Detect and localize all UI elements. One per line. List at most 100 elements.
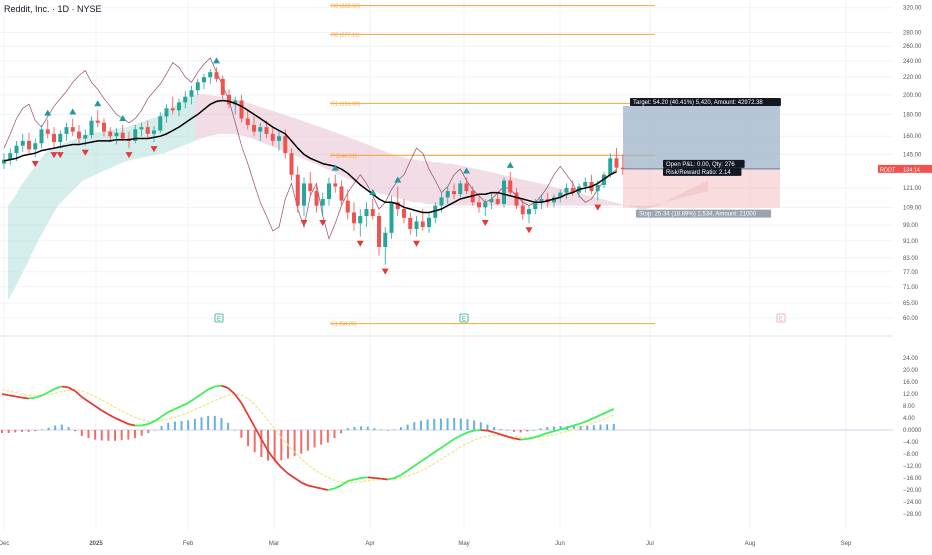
- candle-body: [352, 212, 356, 224]
- price-tick-label: 145.00: [903, 152, 922, 158]
- candle-body: [2, 159, 6, 164]
- pivot-levels: R3 (323.60) R2 (277.11) R1 (191.00) P (144.…: [330, 4, 655, 328]
- macd-line-segment: [48, 387, 56, 393]
- macd-line-segment: [187, 397, 196, 404]
- candle-body: [483, 202, 488, 208]
- macd-hist-bar: [493, 427, 496, 430]
- candle-body: [227, 94, 231, 105]
- macd-line-segment: [267, 450, 276, 461]
- earnings-label: E: [217, 317, 221, 323]
- price-tick-label: 99.00: [903, 223, 919, 229]
- macd-hist-bar: [592, 425, 595, 430]
- sell-signal-triangle: [50, 152, 58, 159]
- pivot-label: P (144.31): [331, 153, 357, 159]
- macd-line-segment: [380, 477, 388, 481]
- candle-body: [239, 100, 244, 119]
- candle-body: [408, 217, 413, 229]
- macd-hist-bar: [207, 415, 210, 430]
- macd-hist-bar: [519, 430, 522, 433]
- macd-hist-bar: [360, 426, 363, 430]
- candle-body: [77, 131, 81, 139]
- candle-body: [452, 191, 456, 195]
- macd-hist-bar: [506, 430, 509, 431]
- candle-body: [245, 118, 250, 125]
- moving-average: [3, 99, 617, 214]
- candle-body: [189, 90, 194, 97]
- macd-hist-bar: [426, 419, 429, 430]
- macd-hist-bar: [300, 430, 303, 454]
- macd-hist-bar: [100, 430, 103, 441]
- sell-signal-triangle: [381, 268, 389, 275]
- earnings-marker[interactable]: [459, 313, 469, 323]
- price-axis[interactable]: 320.00 280.00 260.00 240.00 220.00 200.00 180.…: [878, 6, 932, 518]
- macd-line-segment: [507, 435, 515, 440]
- macd-line-segment: [560, 426, 568, 431]
- candle-body: [170, 108, 175, 111]
- macd-line-segment: [141, 423, 149, 427]
- macd-line-segment: [128, 423, 136, 427]
- price-tick-label: 260.00: [903, 44, 922, 50]
- candle-body: [395, 202, 400, 210]
- macd-line-segment: [181, 402, 189, 407]
- macd-line-segment: [566, 424, 575, 429]
- time-tick-label: Feb: [183, 541, 194, 547]
- pnl-label-bg: [663, 159, 745, 168]
- candle-body: [439, 197, 444, 206]
- macd-line-segment: [500, 433, 508, 438]
- macd-line-segment: [214, 384, 222, 388]
- earnings-marker[interactable]: [776, 313, 786, 323]
- candle-body: [533, 202, 538, 210]
- candle-body: [20, 140, 25, 146]
- candle-body: [145, 127, 150, 134]
- macd-line-segment: [593, 414, 601, 419]
- macd-hist-bar: [313, 430, 316, 448]
- buy-signal-triangle: [506, 161, 514, 168]
- candle-body: [202, 77, 206, 83]
- candle-body: [183, 96, 188, 103]
- rr-label: Risk/Reward Ratio: 2.14: [666, 170, 731, 176]
- macd-hist-bar: [479, 422, 482, 430]
- candle-body: [208, 72, 213, 78]
- earnings-marker[interactable]: [214, 313, 224, 323]
- macd-hist-bar: [107, 430, 110, 441]
- macd-pane: [1, 384, 615, 491]
- sell-signal-triangle: [56, 152, 64, 159]
- macd-tick-label: 12.00: [903, 392, 919, 398]
- macd-hist-bar: [140, 430, 143, 436]
- macd-line-segment: [374, 477, 382, 480]
- candle-body: [89, 120, 94, 136]
- macd-tick-label: 16.00: [903, 380, 919, 386]
- macd-tick-label: −12.00: [903, 464, 922, 470]
- long-position-tool[interactable]: Target: 54.20 (40.41%) 5,420, Amount: 42…: [623, 97, 781, 218]
- macd-line-segment: [287, 472, 296, 479]
- price-tick-label: 71.00: [903, 285, 919, 291]
- macd-line-segment: [487, 429, 495, 434]
- macd-hist-bar: [486, 424, 489, 430]
- candle-body: [570, 187, 575, 193]
- macd-line-segment: [393, 474, 402, 479]
- candle-body: [195, 82, 200, 91]
- macd-line-segment: [194, 393, 203, 400]
- candle-body: [70, 127, 75, 132]
- macd-line-segment: [400, 469, 409, 476]
- stop-label: Stop: 25.34 (18.89%) 2,534, Amount: 2100…: [639, 212, 757, 218]
- candle-body: [120, 132, 125, 139]
- macd-hist-bar: [446, 418, 449, 430]
- macd-hist-bar: [260, 430, 263, 457]
- macd-hist-bar: [373, 428, 376, 430]
- macd-line-segment: [81, 396, 89, 403]
- macd-hist-bar: [579, 426, 582, 430]
- time-axis[interactable]: Dec 2025 Feb Mar Apr May Jun Jul Aug Sep: [0, 541, 852, 547]
- candle-body: [583, 181, 588, 187]
- macd-line-segment: [533, 434, 541, 439]
- macd-line-segment: [280, 466, 289, 475]
- cloud-bullish: [8, 94, 196, 301]
- macd-hist-bar: [193, 418, 196, 430]
- macd-hist-bar: [459, 418, 462, 430]
- macd-line-segment: [520, 438, 528, 441]
- macd-hist-bar: [74, 430, 77, 432]
- macd-hist-bar: [273, 430, 276, 462]
